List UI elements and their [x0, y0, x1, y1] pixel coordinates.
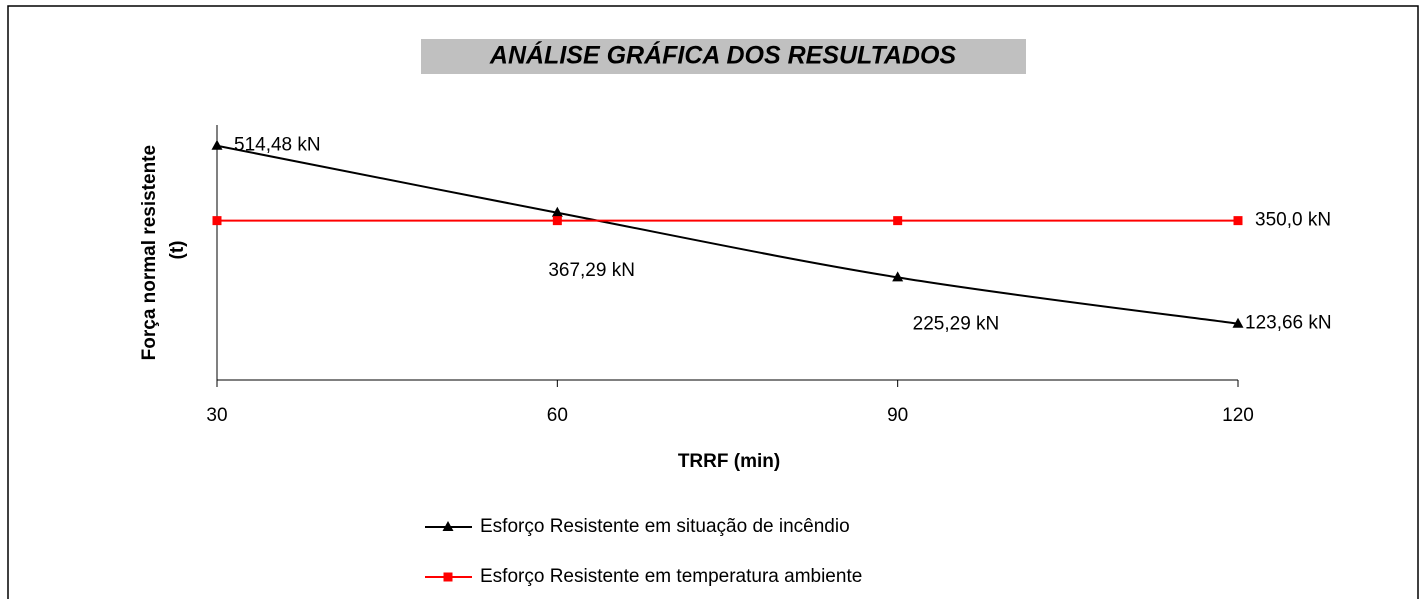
- data-label: 367,29 kN: [548, 260, 635, 281]
- data-label: 514,48 kN: [234, 135, 321, 156]
- legend-marker: [442, 521, 454, 531]
- point: [212, 216, 222, 226]
- x-tick-label: 30: [206, 405, 227, 426]
- y-axis-label-line: Força normal resistente: [139, 145, 160, 360]
- legend-marker: [443, 572, 453, 582]
- data-label: 225,29 kN: [913, 313, 1000, 334]
- point: [551, 206, 563, 217]
- x-tick-label: 120: [1222, 405, 1254, 426]
- legend-label: Esforço Resistente em situação de incênd…: [480, 516, 850, 537]
- title-box: [421, 39, 1026, 74]
- point: [552, 216, 562, 226]
- x-tick-label: 60: [547, 405, 568, 426]
- point: [1233, 216, 1243, 226]
- chart-title: ANÁLISE GRÁFICA DOS RESULTADOS: [489, 41, 957, 70]
- series-line: [216, 144, 1239, 325]
- y-axis-label: Força normal resistente (t): [139, 140, 188, 361]
- x-axis-label: TRRF (min): [678, 451, 780, 472]
- legend-label: Esforço Resistente em temperatura ambien…: [480, 566, 862, 587]
- data-label: 123,66 kN: [1245, 313, 1332, 334]
- point: [893, 216, 903, 226]
- point: [1232, 317, 1244, 328]
- y-axis-label-line: (t): [167, 241, 188, 260]
- point: [211, 139, 223, 150]
- point: [892, 271, 904, 282]
- data-label: 350,0 kN: [1255, 210, 1331, 231]
- x-tick-label: 90: [887, 405, 908, 426]
- chart-border: [7, 5, 1419, 599]
